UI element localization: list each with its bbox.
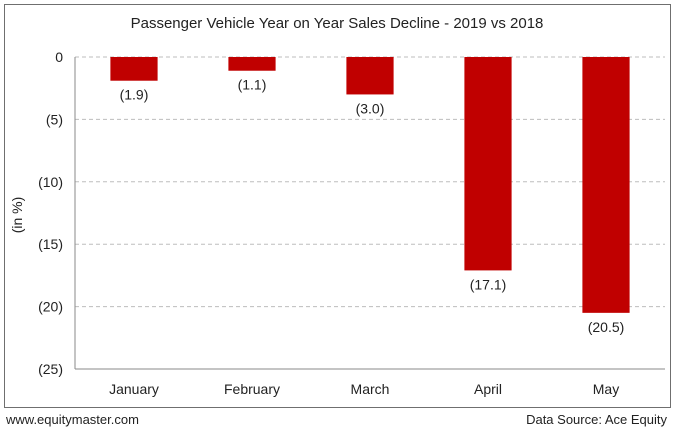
data-label: (20.5) bbox=[588, 319, 625, 335]
bar-january bbox=[110, 57, 158, 81]
x-tick-label: January bbox=[109, 381, 159, 397]
y-tick-label: (15) bbox=[38, 236, 63, 252]
chart-title: Passenger Vehicle Year on Year Sales Dec… bbox=[131, 15, 544, 32]
data-label: (17.1) bbox=[470, 276, 507, 292]
data-label: (1.1) bbox=[238, 77, 267, 93]
x-tick-label: February bbox=[224, 381, 280, 397]
x-tick-label: May bbox=[593, 381, 619, 397]
gridlines bbox=[75, 56, 665, 308]
data-labels: (1.9) (1.1) (3.0) (17.1) (20.5) bbox=[120, 77, 625, 335]
footer-source: Data Source: Ace Equity bbox=[526, 412, 667, 427]
y-tick-label: (20) bbox=[38, 299, 63, 315]
x-tick-labels: January February March April May bbox=[109, 381, 619, 397]
x-tick-label: April bbox=[474, 381, 502, 397]
data-label: (1.9) bbox=[120, 87, 149, 103]
y-tick-label: (10) bbox=[38, 174, 63, 190]
footer-website[interactable]: www.equitymaster.com bbox=[6, 412, 139, 427]
data-label: (3.0) bbox=[356, 100, 385, 116]
y-tick-labels: 0 (5) (10) (15) (20) (25) bbox=[38, 49, 63, 377]
y-tick-label: (5) bbox=[46, 111, 63, 127]
x-tick-label: March bbox=[351, 381, 390, 397]
bar-may bbox=[582, 57, 630, 313]
bars bbox=[110, 57, 630, 313]
bar-february bbox=[228, 57, 276, 71]
y-tick-label: (25) bbox=[38, 361, 63, 377]
bar-march bbox=[346, 57, 394, 95]
y-axis-label: (in %) bbox=[9, 197, 25, 234]
y-tick-label: 0 bbox=[55, 49, 63, 65]
bar-april bbox=[464, 57, 512, 271]
